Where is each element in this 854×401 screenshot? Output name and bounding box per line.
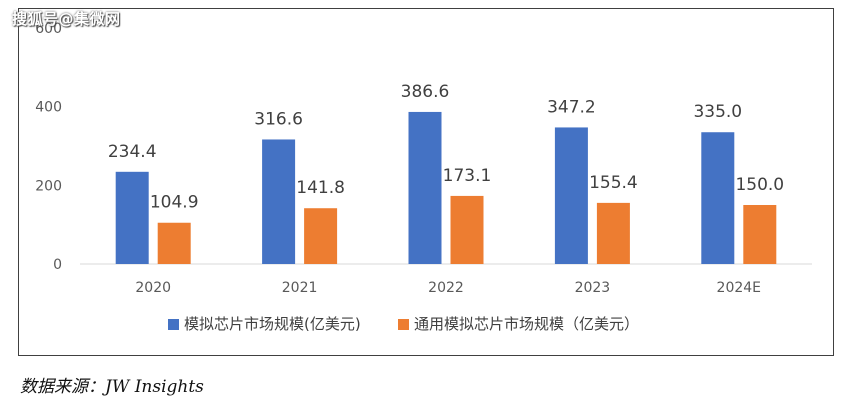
bar-general-analog-2024E — [743, 205, 777, 264]
y-tick-label: 200 — [35, 178, 62, 194]
data-label: 104.9 — [150, 193, 199, 213]
legend-label: 模拟芯片市场规模(亿美元) — [184, 315, 361, 333]
data-label: 316.6 — [254, 109, 303, 129]
bar-general-analog-2022 — [450, 195, 484, 264]
legend: 模拟芯片市场规模(亿美元) 通用模拟芯片市场规模（亿美元） — [168, 315, 639, 333]
y-tick-label: 600 — [35, 21, 62, 37]
legend-label: 通用模拟芯片市场规模（亿美元） — [414, 315, 639, 333]
y-tick-label: 400 — [35, 100, 62, 116]
bar-general-analog-2023 — [596, 202, 630, 264]
data-label: 173.1 — [443, 166, 492, 186]
bar-general-analog-2021 — [304, 208, 338, 264]
bar-analog-2021 — [262, 139, 296, 264]
x-tick-label: 2021 — [282, 280, 318, 296]
watermark-text: 搜狐号@集微网 — [12, 10, 121, 28]
x-axis-categories: 2020 2021 2022 2023 2024E — [135, 280, 761, 296]
data-label: 386.6 — [401, 82, 450, 102]
data-label: 335.0 — [693, 102, 742, 122]
legend-swatch — [168, 319, 179, 330]
bar-analog-2023 — [554, 127, 588, 265]
bar-analog-2020 — [115, 171, 149, 264]
data-label: 234.4 — [108, 142, 157, 162]
y-tick-label: 0 — [53, 257, 62, 273]
data-label: 150.0 — [735, 175, 784, 195]
data-labels: 234.4 104.9 316.6 141.8 386.6 173.1 347.2 155.4… — [108, 82, 784, 213]
x-tick-label: 2024E — [717, 280, 761, 296]
source-note: 数据来源：JW Insights — [20, 377, 204, 397]
x-tick-label: 2023 — [575, 280, 611, 296]
data-label: 347.2 — [547, 97, 596, 117]
legend-swatch — [398, 319, 409, 330]
chart-frame — [18, 8, 834, 356]
bar-analog-2024E — [701, 132, 735, 264]
data-label: 141.8 — [296, 178, 345, 198]
bar-general-analog-2020 — [157, 222, 191, 264]
y-axis-ticks: 0 200 400 600 — [35, 21, 62, 273]
data-label: 155.4 — [589, 173, 638, 193]
x-tick-label: 2020 — [135, 280, 171, 296]
bars — [115, 111, 777, 265]
bar-analog-2022 — [408, 111, 442, 264]
x-tick-label: 2022 — [428, 280, 464, 296]
